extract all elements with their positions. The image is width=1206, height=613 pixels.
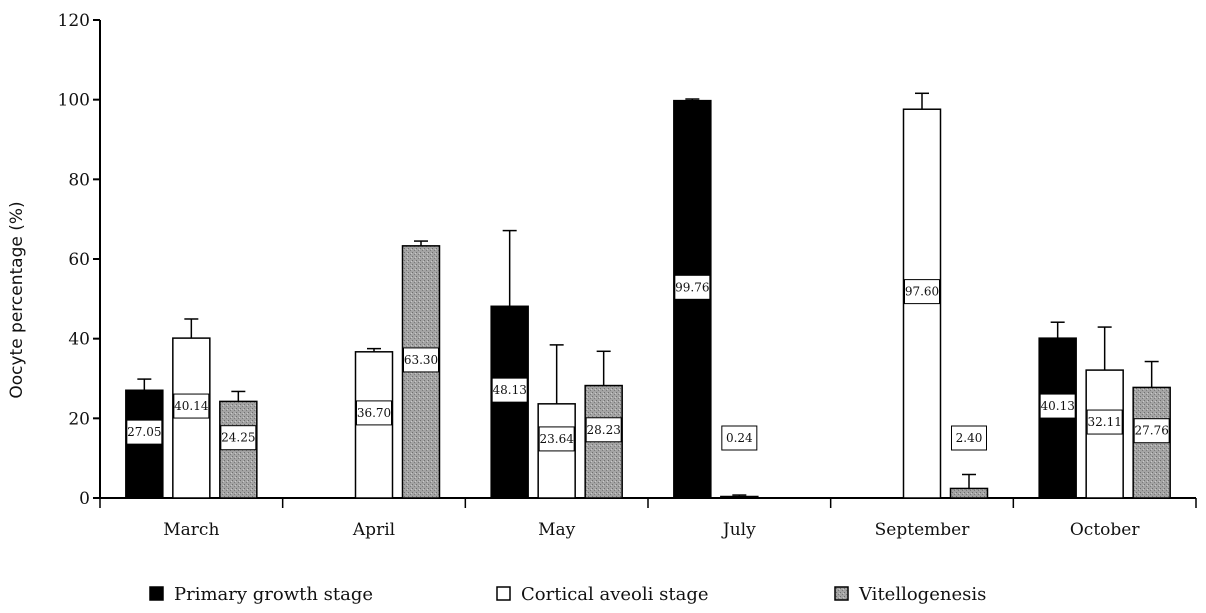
bars <box>125 92 1171 499</box>
data-label: 23.64 <box>539 432 574 446</box>
data-label-box <box>220 425 257 451</box>
data-label: 40.14 <box>174 399 209 413</box>
legend-swatch <box>149 586 164 601</box>
legend: Primary growth stage Cortical aveoli stag… <box>149 584 986 605</box>
y-tick-label: 80 <box>68 170 90 190</box>
data-label-box <box>173 393 210 419</box>
y-tick-label: 60 <box>68 250 90 270</box>
data-label-box <box>356 400 392 426</box>
x-tick-label: April <box>352 520 395 540</box>
data-label: 27.76 <box>1134 424 1168 438</box>
data-label: 36.70 <box>357 406 391 420</box>
data-label-box <box>721 425 758 451</box>
data-label-box <box>674 274 711 300</box>
x-tick-label: October <box>1070 520 1140 540</box>
legend-swatch <box>834 586 849 601</box>
data-label-box <box>1086 409 1123 435</box>
y-tick-label: 0 <box>79 489 90 509</box>
data-label: 28.23 <box>586 423 620 437</box>
data-label-box <box>1039 393 1076 419</box>
legend-label: Primary growth stage <box>174 584 373 605</box>
data-label: 63.30 <box>404 353 438 367</box>
data-label-box <box>403 347 439 373</box>
data-label: 27.05 <box>127 425 161 439</box>
y-axis-label: Oocyte percentage (%) <box>7 201 27 398</box>
data-label-box <box>491 377 528 403</box>
data-label-box <box>126 419 163 445</box>
x-tick-label: March <box>163 520 219 540</box>
data-label: 99.76 <box>675 280 709 294</box>
data-label-box <box>1133 418 1170 444</box>
y-tick-label: 40 <box>68 330 90 350</box>
data-label-box <box>951 425 987 451</box>
data-label: 2.40 <box>956 431 983 445</box>
x-tick-label: July <box>721 520 756 540</box>
data-label-box <box>585 417 622 443</box>
y-tick-label: 20 <box>68 409 90 429</box>
x-tick-label: September <box>875 520 971 540</box>
data-label: 40.13 <box>1040 399 1074 413</box>
x-tick-label: May <box>538 520 576 540</box>
data-label: 24.25 <box>221 431 255 445</box>
y-tick-label: 120 <box>58 11 90 31</box>
data-label: 32.11 <box>1087 415 1121 429</box>
data-label: 0.24 <box>726 431 753 445</box>
data-labels: 27.05 40.14 24.25 36.70 63.30 48.13 23.64 28.23… <box>126 274 1170 452</box>
data-label: 97.60 <box>905 285 939 299</box>
bar <box>949 487 989 499</box>
data-label-box <box>904 279 940 305</box>
data-label: 48.13 <box>492 383 526 397</box>
axes: 0 20 40 60 80 100 120 March April May July Septembe… <box>58 11 1197 540</box>
legend-swatch <box>496 586 511 601</box>
data-label-box <box>538 426 575 452</box>
legend-label: Vitellogenesis <box>858 584 986 605</box>
y-tick-label: 100 <box>58 91 90 111</box>
legend-label: Cortical aveoli stage <box>521 584 709 605</box>
